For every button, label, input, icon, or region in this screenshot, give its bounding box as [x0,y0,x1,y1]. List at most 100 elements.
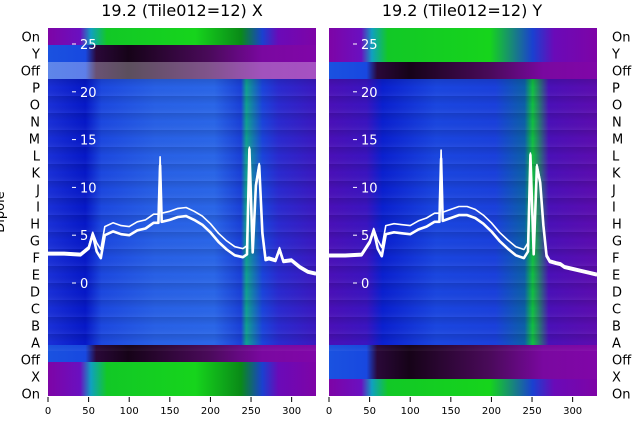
row-shade [329,232,597,249]
row-label: E [32,269,40,284]
row-shade [48,232,316,249]
row-label: Y [31,48,40,63]
row-shade [48,130,316,147]
row-label: Y [611,48,620,63]
row-shade [48,334,316,351]
row-shade [329,164,597,181]
x-tick-label: 0 [45,406,51,417]
row-label: X [612,371,621,386]
row-y-y [329,45,597,62]
overlay-line-y [329,153,598,277]
row-label: L [612,150,620,165]
row-label: F [33,252,40,267]
x-tick-label: 100 [401,406,420,417]
row-label: K [31,167,40,182]
row-label: On [22,31,40,46]
row-label: M [612,133,623,148]
row-label: H [612,218,622,233]
row-label: H [30,218,40,233]
row-shade [48,266,316,283]
row-label: Off [21,65,41,80]
row-shade [329,113,597,130]
x-tick-label: 200 [201,406,220,417]
x-tick-label: 150 [160,406,179,417]
row-shade [329,96,597,113]
row-label: M [29,133,40,148]
row-shade [329,249,597,266]
row-on-bottom-x [48,379,316,396]
row-label: O [612,99,622,114]
x-tick-label: 250 [241,406,260,417]
row-shade [48,113,316,130]
row-label: E [612,269,620,284]
row-y-x [48,45,316,62]
row-label: J [35,184,40,199]
x-tick-label: 50 [363,406,376,417]
chart-title-y: 19.2 (Tile012=12) Y [382,1,543,20]
x-tick-label: 100 [120,406,139,417]
row-shade [329,300,597,317]
row-label: Off [21,354,41,369]
overlay-y-ticks-y: 25 20 15 10 5 0 [353,38,378,292]
x-ticks-x: 0 50 100 150 200 250 300 [45,397,301,417]
x-tick-label: 300 [282,406,301,417]
row-label: A [31,337,40,352]
row-shade [48,79,316,96]
row-shade [48,300,316,317]
overlay-line-x-2 [48,146,317,274]
row-label: On [22,388,40,403]
row-shade [329,130,597,147]
row-label: O [30,99,40,114]
row-label: L [33,150,41,165]
row-shade [329,334,597,351]
overlay-y-ticks-x: 25 20 15 10 5 0 [72,38,97,292]
row-on-top-y [329,28,597,45]
row-off-top-y [329,62,597,79]
row-label: D [30,286,40,301]
row-shade [48,249,316,266]
row-shade [48,317,316,334]
row-shade [329,317,597,334]
row-shading-x [48,79,316,351]
row-x-x [48,362,316,379]
row-label: On [612,388,630,403]
row-shade [48,198,316,215]
row-label: B [612,320,621,335]
x-tick-label: 300 [563,406,582,417]
y-axis-label: Dipole [0,191,8,232]
row-label: X [31,371,40,386]
row-label: A [612,337,621,352]
overlay-tick-label: 5 [361,229,369,244]
overlay-tick-label: 5 [80,229,88,244]
row-label: Off [612,65,632,80]
overlay-line-y-2 [329,149,598,275]
row-shade [48,147,316,164]
row-on-top-x [48,28,316,45]
overlay-tick-label: 10 [80,181,97,196]
row-label: N [612,116,622,131]
overlay-tick-label: 15 [361,134,378,149]
row-x-y [329,362,597,379]
row-label: F [612,252,619,267]
x-ticks-y: 0 50 100 150 200 250 300 [326,397,582,417]
overlay-tick-label: 20 [80,86,97,101]
x-tick-label: 0 [326,406,332,417]
row-label: I [612,201,616,216]
row-label: B [31,320,40,335]
row-shade [329,283,597,300]
row-label: P [612,82,620,97]
overlay-tick-label: 20 [361,86,378,101]
overlay-tick-label: 0 [80,277,88,292]
row-shade [329,147,597,164]
overlay-tick-label: 25 [361,38,378,53]
row-shade [48,164,316,181]
row-label: C [612,303,621,318]
row-label: G [612,235,622,250]
overlay-tick-label: 25 [80,38,97,53]
row-label: I [36,201,40,216]
overlay-tick-label: 0 [361,277,369,292]
